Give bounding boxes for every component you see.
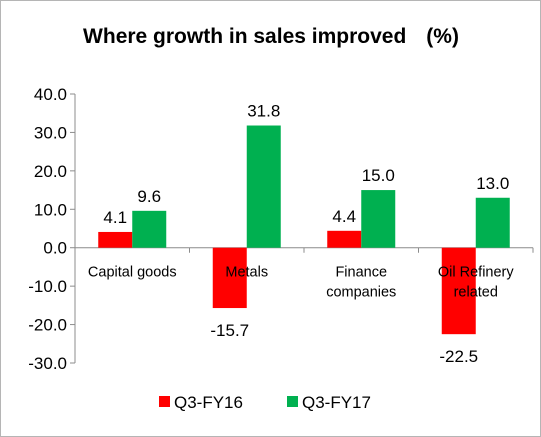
bar-q3-fy16-1 xyxy=(98,231,133,248)
bar-q3-fy16-4 xyxy=(441,247,476,335)
category-label: Oil Refinery related xyxy=(438,265,514,301)
y-tick-label: 0.0 xyxy=(43,239,67,258)
bar-q3-fy17-3 xyxy=(361,190,396,248)
category-label: Capital goods xyxy=(88,265,177,281)
category-labels: Capital goods Metals Finance companies Oil R… xyxy=(88,265,514,301)
bar-q3-fy17-2 xyxy=(246,125,281,248)
y-tick-label: 10.0 xyxy=(34,200,67,219)
y-tick-label: 20.0 xyxy=(34,162,67,181)
y-tick-label: -20.0 xyxy=(28,316,67,335)
y-tick-label: 30.0 xyxy=(34,123,67,142)
data-labels: 4.1 -15.7 4.4 -22.5 9.6 31.8 15.0 13.0 xyxy=(103,102,509,367)
data-label: 4.1 xyxy=(103,208,127,227)
legend: Q3-FY16 Q3-FY17 xyxy=(159,393,371,412)
data-label: -22.5 xyxy=(439,347,478,366)
y-tick-label: -10.0 xyxy=(28,277,67,296)
data-label: 15.0 xyxy=(362,166,395,185)
chart-title: Where growth in sales improved (%) xyxy=(83,25,459,48)
category-label: Finance companies xyxy=(326,265,396,301)
data-label: 4.4 xyxy=(332,207,356,226)
category-label: Metals xyxy=(225,265,268,281)
y-tick-label: 40.0 xyxy=(34,85,67,104)
y-tick-label: -30.0 xyxy=(28,354,67,373)
bar-q3-fy17-4 xyxy=(475,197,510,248)
legend-swatch-q3-fy16 xyxy=(159,396,170,407)
bars xyxy=(98,125,510,335)
data-label: 31.8 xyxy=(247,102,280,121)
bar-q3-fy16-3 xyxy=(327,230,362,248)
chart-title-text: Where growth in sales improved xyxy=(83,25,406,48)
chart-unit-label: (%) xyxy=(426,25,459,48)
data-label: -15.7 xyxy=(210,321,249,340)
data-label: 13.0 xyxy=(476,174,509,193)
bar-q3-fy16-2 xyxy=(212,247,247,309)
axes: 40.0 30.0 20.0 10.0 0.0 -10.0 -20.0 -30.0 xyxy=(28,85,534,373)
legend-label: Q3-FY17 xyxy=(302,393,371,412)
data-label: 9.6 xyxy=(137,187,161,206)
legend-label: Q3-FY16 xyxy=(174,393,243,412)
legend-swatch-q3-fy17 xyxy=(287,396,298,407)
bar-q3-fy17-1 xyxy=(132,210,167,248)
